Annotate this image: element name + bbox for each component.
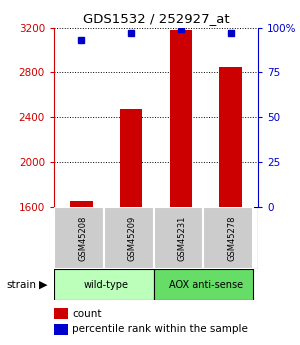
Bar bbox=[219, 67, 242, 207]
FancyBboxPatch shape bbox=[154, 207, 203, 269]
Bar bbox=[70, 201, 93, 207]
Text: GSM45208: GSM45208 bbox=[78, 215, 87, 261]
Text: count: count bbox=[72, 309, 101, 319]
FancyBboxPatch shape bbox=[203, 207, 253, 269]
Bar bbox=[170, 30, 192, 207]
Text: ▶: ▶ bbox=[39, 280, 47, 289]
Text: AOX anti-sense: AOX anti-sense bbox=[169, 280, 243, 289]
Text: GSM45278: GSM45278 bbox=[227, 215, 236, 261]
FancyBboxPatch shape bbox=[54, 269, 154, 300]
FancyBboxPatch shape bbox=[154, 269, 253, 300]
Text: GSM45231: GSM45231 bbox=[178, 215, 187, 261]
Text: GSM45209: GSM45209 bbox=[128, 215, 137, 261]
FancyBboxPatch shape bbox=[54, 207, 104, 269]
Text: strain: strain bbox=[6, 280, 36, 289]
Text: percentile rank within the sample: percentile rank within the sample bbox=[72, 325, 248, 334]
Text: wild-type: wild-type bbox=[84, 280, 129, 289]
FancyBboxPatch shape bbox=[104, 207, 154, 269]
Bar bbox=[120, 109, 142, 207]
Title: GDS1532 / 252927_at: GDS1532 / 252927_at bbox=[83, 12, 229, 25]
